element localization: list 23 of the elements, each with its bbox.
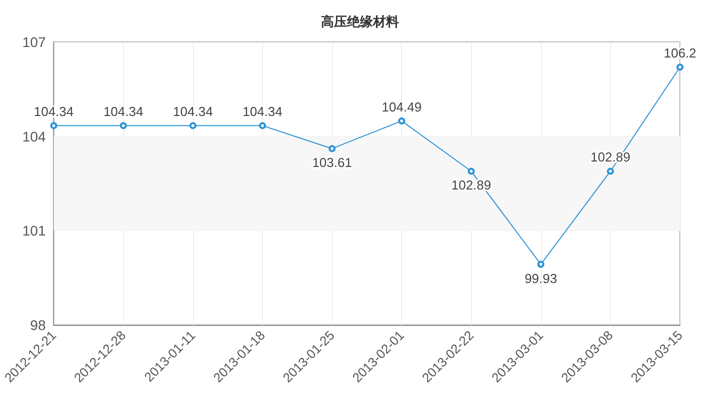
data-label: 104.49 xyxy=(382,99,422,114)
data-label: 104.34 xyxy=(173,104,213,120)
point xyxy=(120,122,127,130)
y-tick-label: 98 xyxy=(30,317,46,333)
point xyxy=(537,260,544,268)
data-label: 104.34 xyxy=(242,104,282,120)
y-tick-label: 101 xyxy=(22,222,46,239)
data-label: 103.61 xyxy=(312,155,352,170)
point xyxy=(259,122,266,130)
y-tick-label: 107 xyxy=(22,34,46,50)
chart-title: 高压绝缘材料 xyxy=(321,14,399,29)
point xyxy=(50,122,58,130)
point xyxy=(398,117,406,124)
point xyxy=(606,168,614,175)
point xyxy=(468,168,475,175)
point xyxy=(676,64,684,71)
data-label: 99.93 xyxy=(524,270,558,286)
data-label: 104.34 xyxy=(34,104,74,120)
point xyxy=(189,122,196,130)
data-label: 104.34 xyxy=(103,104,144,120)
point xyxy=(328,145,336,152)
data-label: 106.2 xyxy=(664,46,696,61)
y-tick-label: 104 xyxy=(22,128,46,144)
